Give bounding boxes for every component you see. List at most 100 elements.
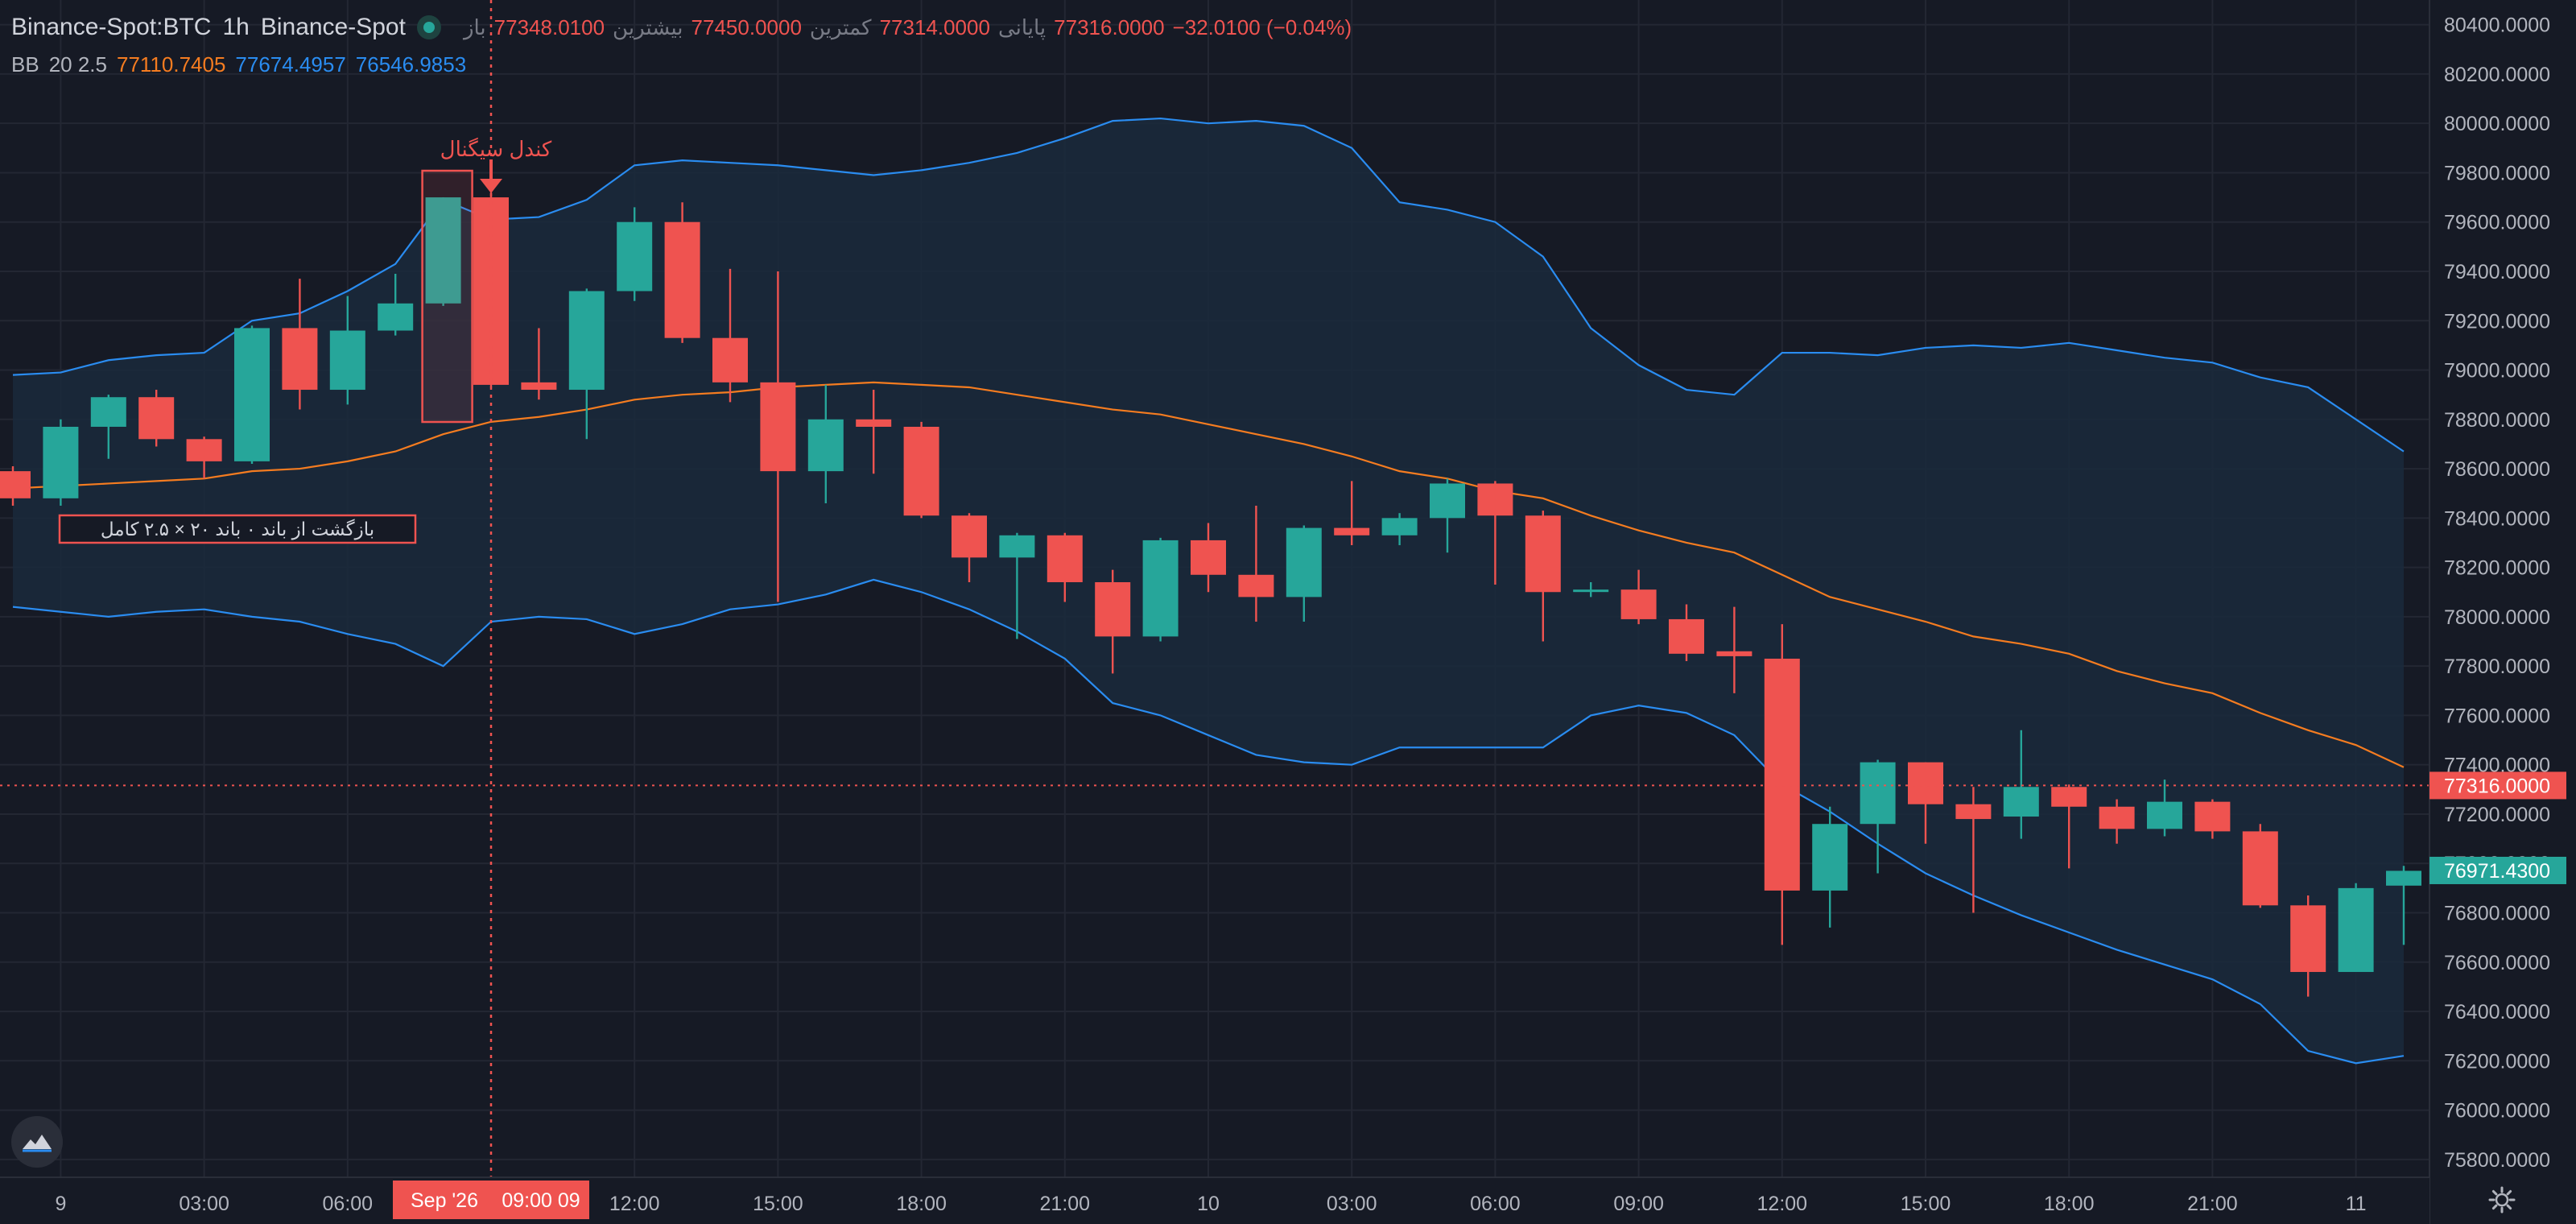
candle (1669, 604, 1704, 662)
candle-body (2003, 787, 2039, 817)
candle-body (1046, 535, 1083, 582)
candle (425, 197, 461, 306)
candle-body (856, 419, 892, 427)
time-tick-label: 12:00 (609, 1193, 660, 1215)
candle-body (903, 426, 939, 516)
price-tick-label: 76800.0000 (2444, 902, 2550, 924)
candle-body (1716, 651, 1752, 656)
candle-body (999, 535, 1035, 558)
candle-body (90, 397, 126, 427)
candle-body (1238, 574, 1274, 598)
candle (617, 207, 653, 301)
candle (1525, 511, 1561, 642)
time-tick-label: 06:00 (323, 1193, 374, 1215)
crosshair-time-badge: Sep '26 09:00 09 (393, 1181, 589, 1219)
candle-body (1812, 824, 1848, 891)
open-value: 77348.0100 (493, 14, 605, 39)
reversal-note-text: بازگشت از باند ۰ باند ۲۰ × ۲.۵ کامل (101, 519, 374, 540)
candle-body (521, 382, 557, 391)
candle (2194, 799, 2231, 839)
symbol-legend: Binance-Spot:BTC 1h Binance-Spot باز 773… (11, 11, 1352, 43)
candle (521, 328, 557, 400)
candle (473, 192, 509, 387)
candle-body (760, 382, 796, 472)
candle (329, 296, 365, 405)
candle-body (234, 328, 270, 461)
bb-basis-value: 77110.7405 (116, 52, 226, 76)
candle-body (1191, 540, 1226, 575)
exchange-label[interactable]: Binance-Spot (260, 14, 406, 40)
price-tick-label: 76600.0000 (2444, 952, 2550, 974)
time-tick-label: 12:00 (1757, 1193, 1808, 1215)
candle-body (2386, 870, 2421, 886)
interval-label[interactable]: 1h (222, 14, 250, 40)
candle-body (1477, 483, 1513, 516)
price-tick-label: 79400.0000 (2444, 261, 2550, 283)
time-tick-label: 15:00 (1901, 1193, 1951, 1215)
time-tick-label: 15:00 (753, 1193, 803, 1215)
candle (1812, 806, 1848, 928)
time-axis[interactable]: 9 03:00 06:00 12:00 15:00 18:00 21:00 10 03:00 06… (0, 1176, 2429, 1224)
price-tick-label: 78800.0000 (2444, 409, 2550, 432)
price-tick-label: 79800.0000 (2444, 162, 2550, 184)
candle (282, 279, 318, 410)
candle (1046, 532, 1083, 602)
price-axis[interactable]: 75800.0000 76000.0000 76200.0000 76400.0000… (2429, 0, 2576, 1224)
settings-gear-icon[interactable] (2486, 1184, 2518, 1216)
candle-body (1764, 658, 1800, 891)
candle (760, 271, 796, 602)
candle-body (378, 303, 414, 331)
candle-body (712, 337, 748, 382)
price-tick-label: 77800.0000 (2444, 655, 2550, 678)
bb-lower-value: 76546.9853 (355, 52, 467, 76)
candles (0, 192, 2421, 997)
time-tick-label: 09:00 (1613, 1193, 1664, 1215)
time-tick-label: 03:00 (179, 1193, 229, 1215)
crosshair-time-text: 09:00 09 (502, 1189, 580, 1212)
candle (1573, 581, 1609, 598)
candle (1095, 569, 1131, 674)
indicator-legend[interactable]: BB 20 2.5 77110.7405 77674.4957 76546.98… (11, 50, 466, 79)
time-tick-label: 10 (1197, 1193, 1220, 1215)
price-tick-label: 76400.0000 (2444, 1001, 2550, 1023)
price-tick-label: 80200.0000 (2444, 64, 2550, 86)
time-tick-label: 03:00 (1327, 1193, 1377, 1215)
candle (1764, 624, 1800, 945)
time-tick-label: 21:00 (2187, 1193, 2238, 1215)
high-label: بیشترین (613, 14, 683, 39)
close-label: پایانی (997, 14, 1046, 39)
candle (2051, 784, 2087, 869)
bb-lower-line (12, 578, 2405, 1065)
candle-body (2338, 887, 2374, 973)
candle-body (1334, 527, 1370, 536)
candle (2242, 824, 2278, 908)
tradingview-logo-icon[interactable] (11, 1116, 63, 1168)
last-price-badge: 76971.4300 (2429, 856, 2566, 884)
high-value: 77450.0000 (691, 14, 802, 39)
indicator-name: BB (11, 52, 39, 76)
candle (1955, 787, 1992, 913)
candle-body (329, 330, 365, 391)
candle (2099, 799, 2135, 844)
candle-body (1286, 527, 1322, 598)
time-tick-label: 11 (2346, 1193, 2367, 1215)
time-tick-label: 21:00 (1040, 1193, 1091, 1215)
price-tick-label: 76200.0000 (2444, 1050, 2550, 1073)
price-tick-label: 78200.0000 (2444, 557, 2550, 580)
candle-body (807, 419, 844, 472)
candle (1191, 523, 1226, 593)
candle-body (1095, 581, 1131, 637)
candle (1430, 478, 1465, 553)
candle (43, 419, 79, 507)
candle (1381, 513, 1418, 546)
candle (2386, 866, 2421, 945)
ohlc-values: باز 77348.0100 بیشترین 77450.0000 کمترین… (464, 15, 1352, 40)
symbol-name[interactable]: Binance-Spot:BTC (11, 14, 212, 40)
candle-body (2099, 806, 2135, 829)
signal-highlight-box (421, 169, 473, 424)
last-price-badge-bg (2429, 856, 2566, 884)
candle-body (568, 291, 605, 391)
price-tick-label: 79600.0000 (2444, 212, 2550, 234)
candle (186, 436, 222, 479)
